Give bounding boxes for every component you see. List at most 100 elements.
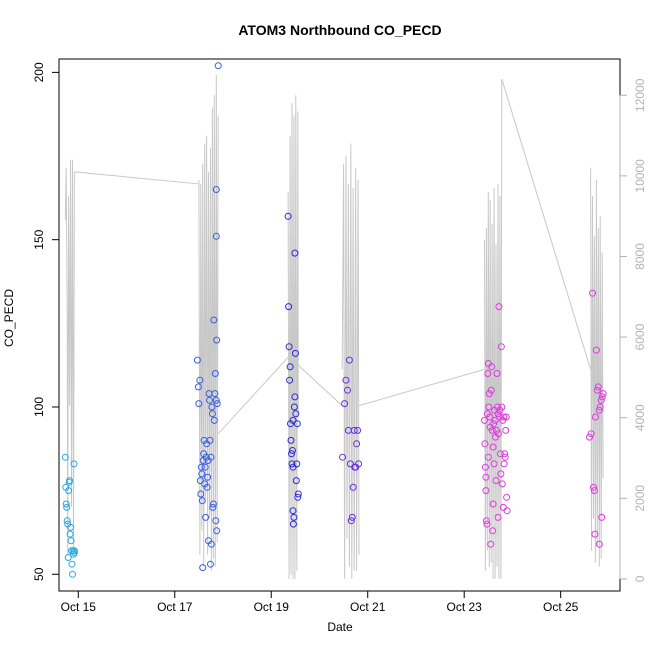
x-tick-label: Oct 17	[157, 600, 193, 614]
data-point	[591, 530, 599, 538]
y-tick-label: 50	[32, 567, 46, 581]
data-point	[291, 249, 299, 257]
data-point	[69, 570, 76, 578]
data-point	[490, 460, 498, 468]
data-point	[201, 463, 209, 471]
data-point	[591, 413, 599, 421]
data-point	[212, 186, 220, 193]
data-point	[67, 523, 75, 531]
data-point	[209, 500, 217, 508]
y-right-tick-label: 8000	[633, 243, 647, 270]
data-point	[208, 410, 216, 418]
data-point	[497, 470, 505, 478]
data-point	[489, 443, 497, 451]
data-point	[66, 530, 74, 538]
data-point	[344, 386, 351, 394]
y-axis-left: 50 100 150 200	[32, 62, 60, 581]
data-point	[198, 470, 206, 478]
data-point	[483, 520, 491, 528]
secondary-line-series	[64, 75, 604, 579]
data-point	[62, 500, 70, 508]
data-point	[289, 447, 296, 454]
data-point	[492, 477, 500, 485]
data-point	[210, 316, 218, 324]
data-point	[207, 560, 214, 568]
data-point	[206, 396, 213, 404]
data-point	[346, 460, 354, 468]
x-tick-label: Oct 25	[543, 600, 579, 614]
data-point	[194, 383, 202, 391]
data-point	[196, 376, 204, 384]
data-point	[348, 513, 356, 521]
line-segment-5	[590, 167, 604, 567]
line-connector-1	[217, 356, 289, 435]
data-point	[339, 453, 347, 461]
data-point	[289, 416, 297, 424]
data-point	[284, 212, 292, 220]
data-point	[202, 513, 210, 521]
data-point	[586, 433, 594, 441]
data-point	[212, 396, 220, 404]
data-point	[355, 460, 363, 468]
line-connector-2	[297, 364, 343, 406]
data-point	[502, 413, 510, 421]
data-point	[590, 487, 598, 495]
data-point	[493, 370, 501, 377]
data-point	[196, 477, 204, 485]
data-point	[341, 400, 349, 408]
data-point	[286, 376, 294, 384]
data-point	[347, 517, 355, 525]
data-point	[292, 410, 300, 418]
data-point	[498, 403, 506, 411]
data-point	[288, 460, 296, 468]
data-point	[595, 406, 603, 414]
y-right-tick-label: 10000	[633, 159, 647, 193]
data-point	[66, 477, 74, 485]
data-point	[211, 370, 219, 377]
data-point	[293, 460, 301, 468]
data-point	[206, 436, 214, 444]
data-point	[209, 503, 217, 511]
data-point	[63, 517, 71, 525]
data-point	[212, 232, 220, 240]
data-point	[487, 386, 495, 394]
data-point	[291, 393, 299, 401]
y-axis-label: CO_PECD	[2, 289, 16, 347]
y-right-tick-label: 12000	[633, 78, 647, 112]
data-point	[482, 517, 490, 525]
data-point	[481, 416, 488, 424]
data-point	[63, 503, 71, 511]
data-point	[494, 513, 502, 521]
x-axis: Oct 15 Oct 17 Oct 19 Oct 21 Oct 23 Oct 25	[61, 590, 579, 614]
data-point	[494, 410, 502, 418]
data-point	[70, 549, 78, 556]
data-point	[287, 436, 295, 444]
co-pecd-points	[61, 62, 607, 578]
data-point	[490, 420, 498, 428]
data-point	[598, 393, 606, 401]
data-point	[214, 62, 222, 70]
data-point	[203, 483, 211, 491]
data-point	[211, 390, 219, 398]
data-point	[487, 540, 495, 548]
data-point	[293, 420, 301, 428]
data-point	[212, 517, 220, 525]
data-point	[345, 356, 353, 364]
data-point	[354, 426, 362, 434]
line-segment-0	[64, 159, 75, 555]
data-point	[64, 554, 72, 561]
data-point	[497, 343, 505, 351]
y-tick-label: 200	[32, 62, 46, 82]
y-right-tick-label: 2000	[633, 485, 647, 512]
data-point	[484, 370, 492, 377]
data-point	[294, 490, 302, 498]
data-point	[481, 440, 489, 448]
data-point	[204, 473, 212, 481]
y-axis-right: 0 2000 4000 6000 8000 10000 12000	[619, 78, 647, 582]
data-point	[500, 413, 508, 421]
line-connector-4	[501, 79, 592, 370]
x-tick-label: Oct 21	[350, 600, 386, 614]
data-point	[286, 363, 294, 371]
data-point	[193, 356, 201, 364]
data-point	[198, 497, 206, 505]
